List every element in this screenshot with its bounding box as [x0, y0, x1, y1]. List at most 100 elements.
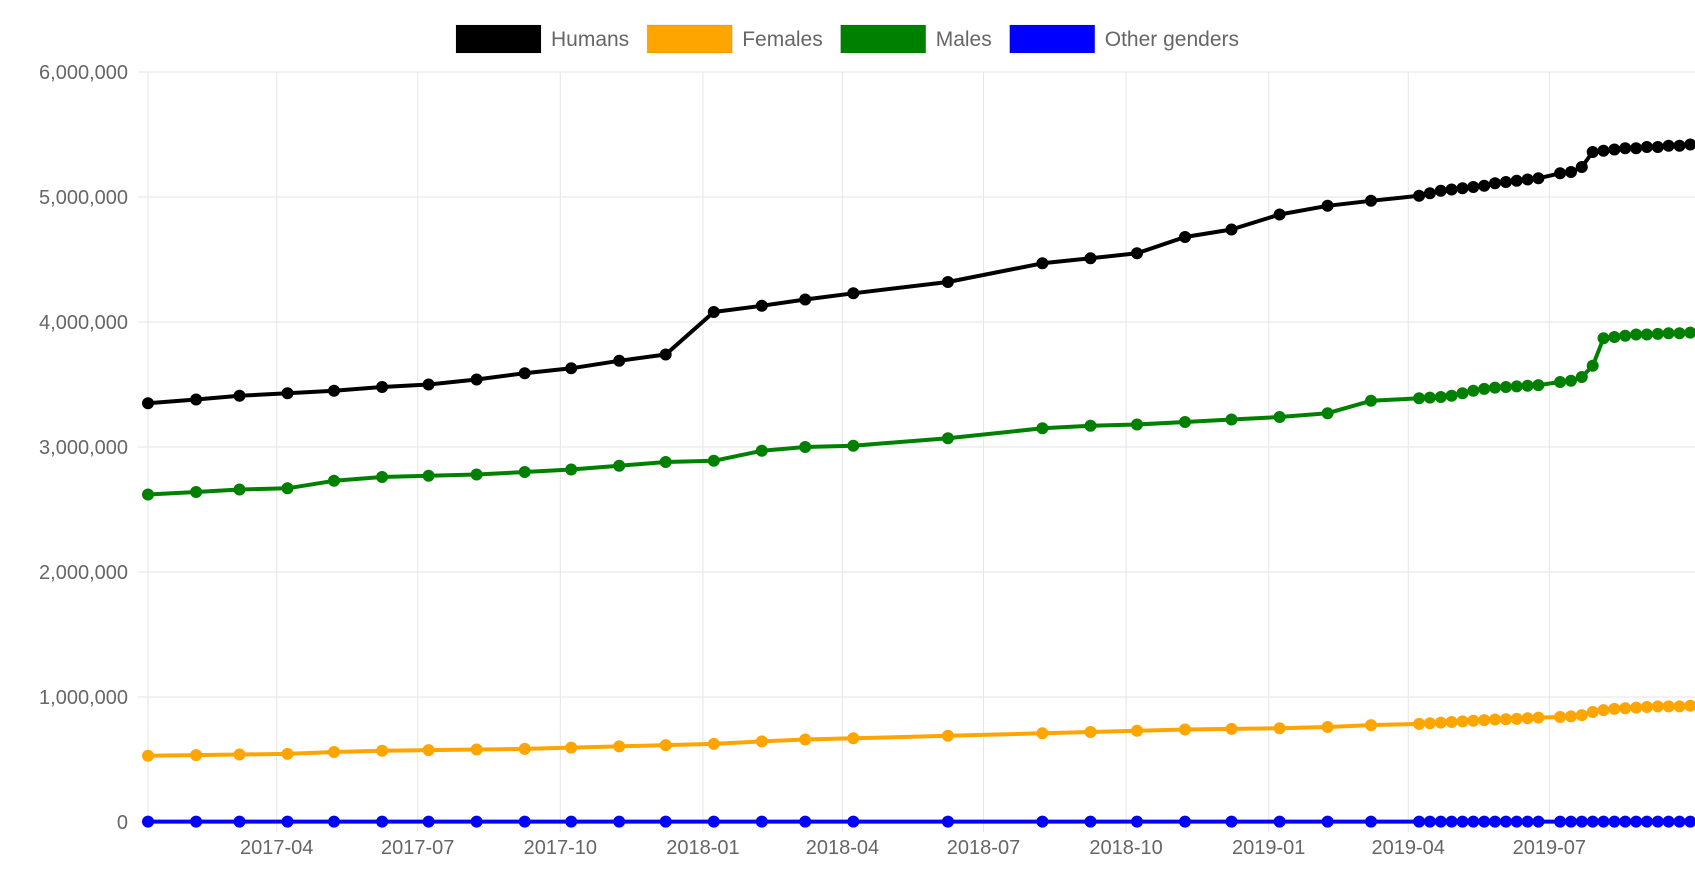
- legend-label: Other genders: [1105, 28, 1239, 51]
- data-point: [755, 444, 768, 457]
- data-point: [1630, 815, 1643, 828]
- data-point: [1684, 326, 1695, 339]
- data-point: [1684, 138, 1695, 151]
- data-point: [1630, 328, 1643, 341]
- data-point: [1499, 176, 1512, 188]
- data-point: [1532, 711, 1545, 724]
- data-point: [376, 381, 389, 393]
- data-point: [1586, 359, 1599, 372]
- x-tick-label: 2017-07: [381, 837, 454, 859]
- data-point: [1684, 815, 1695, 828]
- data-point: [328, 474, 340, 487]
- data-point: [1651, 141, 1664, 153]
- data-point: [1225, 722, 1238, 735]
- data-point: [1662, 815, 1675, 828]
- data-point: [1608, 815, 1621, 828]
- x-tick-label: 2018-07: [947, 837, 1020, 859]
- data-point: [1554, 711, 1567, 723]
- data-point: [376, 815, 389, 828]
- data-point: [1651, 815, 1664, 828]
- data-point: [142, 397, 154, 410]
- y-tick-label: 2,000,000: [39, 562, 128, 584]
- data-point: [1273, 815, 1286, 828]
- data-point: [281, 482, 294, 495]
- data-point: [1619, 702, 1632, 715]
- data-point: [1684, 699, 1695, 712]
- data-point: [1673, 815, 1686, 828]
- data-point: [613, 815, 626, 828]
- data-point: [1575, 161, 1588, 173]
- y-tick-label: 4,000,000: [39, 312, 128, 334]
- data-point: [1489, 815, 1501, 828]
- data-point: [1179, 231, 1191, 243]
- series-line: [146, 330, 1693, 497]
- grid-lines: [138, 71, 1695, 832]
- data-point: [1619, 142, 1632, 155]
- data-point: [1630, 701, 1643, 714]
- data-point: [1651, 327, 1664, 340]
- data-point: [233, 748, 246, 761]
- data-point: [1478, 815, 1491, 828]
- data-point: [1499, 713, 1512, 726]
- legend-swatch: [840, 24, 927, 54]
- data-point: [1413, 392, 1426, 405]
- data-point: [1554, 376, 1567, 388]
- data-point: [1586, 706, 1599, 718]
- data-point: [1445, 389, 1458, 402]
- data-point: [1456, 182, 1469, 195]
- data-point: [847, 287, 860, 300]
- data-point: [1423, 717, 1436, 730]
- data-point: [565, 741, 578, 754]
- data-point: [1673, 139, 1686, 152]
- data-point: [1365, 394, 1377, 407]
- data-point: [1489, 381, 1501, 394]
- data-point: [1565, 374, 1577, 387]
- data-point: [1179, 416, 1191, 428]
- data-point: [1456, 815, 1469, 828]
- data-point: [1456, 715, 1469, 728]
- data-point: [1365, 815, 1377, 828]
- data-point: [1413, 717, 1426, 730]
- legend-item: Humans: [455, 24, 629, 54]
- data-point: [1131, 815, 1143, 828]
- data-point: [422, 744, 435, 757]
- data-point: [1131, 724, 1143, 737]
- data-point: [328, 746, 340, 758]
- data-point: [1608, 702, 1621, 715]
- legend-label: Males: [936, 28, 992, 51]
- data-point: [1565, 710, 1577, 723]
- x-tick-label: 2018-01: [666, 837, 739, 859]
- data-point: [422, 469, 435, 482]
- data-point: [1084, 252, 1097, 265]
- data-point: [1456, 387, 1469, 400]
- data-point: [1084, 815, 1097, 828]
- data-point: [1575, 371, 1588, 383]
- data-point: [941, 276, 954, 288]
- data-point: [1619, 329, 1632, 342]
- data-point: [1554, 167, 1567, 180]
- data-point: [1478, 382, 1491, 395]
- y-tick-label: 0: [117, 812, 128, 834]
- data-point: [1521, 379, 1534, 392]
- data-point: [1521, 815, 1534, 828]
- data-point: [659, 739, 672, 752]
- data-point: [1036, 422, 1049, 435]
- data-point: [1036, 257, 1049, 270]
- data-point: [470, 743, 483, 756]
- data-point: [1489, 713, 1501, 726]
- data-point: [1586, 815, 1599, 828]
- data-point: [1640, 815, 1653, 828]
- data-point: [799, 293, 812, 306]
- data-point: [1521, 173, 1534, 186]
- y-tick-label: 1,000,000: [39, 687, 128, 709]
- data-point: [470, 815, 483, 828]
- data-point: [1434, 391, 1447, 403]
- data-point: [659, 456, 672, 468]
- series-other-genders: [142, 815, 1695, 828]
- data-point: [1662, 327, 1675, 340]
- data-point: [707, 737, 720, 750]
- data-point: [281, 387, 294, 400]
- data-point: [1423, 815, 1436, 828]
- data-point: [1321, 199, 1334, 212]
- data-point: [142, 749, 154, 762]
